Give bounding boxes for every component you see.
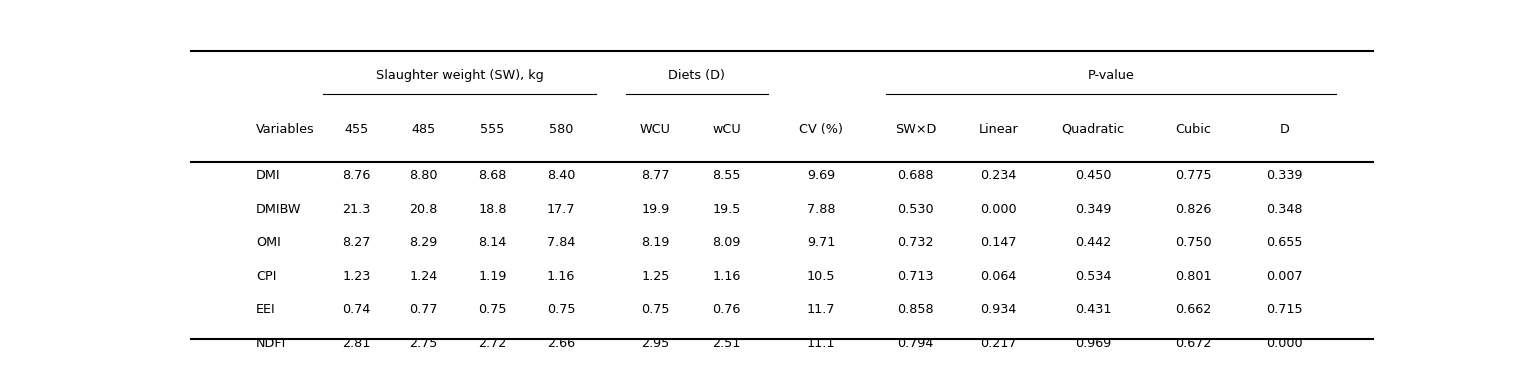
Text: 2.75: 2.75 <box>409 337 438 350</box>
Text: 8.29: 8.29 <box>409 236 438 249</box>
Text: Cubic: Cubic <box>1175 123 1212 136</box>
Text: 0.348: 0.348 <box>1267 203 1303 216</box>
Text: 8.27: 8.27 <box>342 236 371 249</box>
Text: 0.442: 0.442 <box>1074 236 1111 249</box>
Text: 8.40: 8.40 <box>546 169 575 183</box>
Text: 0.530: 0.530 <box>897 203 934 216</box>
Text: Diets (D): Diets (D) <box>668 69 725 82</box>
Text: 0.431: 0.431 <box>1074 303 1111 316</box>
Text: 18.8: 18.8 <box>478 203 507 216</box>
Text: 0.688: 0.688 <box>897 169 934 183</box>
Text: 9.69: 9.69 <box>807 169 835 183</box>
Text: 555: 555 <box>481 123 505 136</box>
Text: Quadratic: Quadratic <box>1062 123 1125 136</box>
Text: 0.750: 0.750 <box>1175 236 1212 249</box>
Text: 0.969: 0.969 <box>1074 337 1111 350</box>
Text: 0.826: 0.826 <box>1175 203 1212 216</box>
Text: 1.23: 1.23 <box>342 270 371 283</box>
Text: P-value: P-value <box>1088 69 1134 82</box>
Text: 20.8: 20.8 <box>409 203 438 216</box>
Text: 0.234: 0.234 <box>980 169 1016 183</box>
Text: 0.713: 0.713 <box>897 270 934 283</box>
Text: 0.339: 0.339 <box>1267 169 1303 183</box>
Text: WCU: WCU <box>639 123 671 136</box>
Text: Slaughter weight (SW), kg: Slaughter weight (SW), kg <box>375 69 543 82</box>
Text: 0.76: 0.76 <box>713 303 740 316</box>
Text: 0.672: 0.672 <box>1175 337 1212 350</box>
Text: 1.16: 1.16 <box>713 270 740 283</box>
Text: 0.147: 0.147 <box>980 236 1016 249</box>
Text: 10.5: 10.5 <box>807 270 835 283</box>
Text: 0.732: 0.732 <box>897 236 934 249</box>
Text: DMIBW: DMIBW <box>256 203 301 216</box>
Text: 1.25: 1.25 <box>641 270 670 283</box>
Text: 11.1: 11.1 <box>807 337 835 350</box>
Text: SW×D: SW×D <box>896 123 937 136</box>
Text: 2.72: 2.72 <box>478 337 507 350</box>
Text: 1.16: 1.16 <box>546 270 575 283</box>
Text: 2.95: 2.95 <box>641 337 670 350</box>
Text: 0.75: 0.75 <box>478 303 507 316</box>
Text: 455: 455 <box>345 123 368 136</box>
Text: 0.801: 0.801 <box>1175 270 1212 283</box>
Text: 2.81: 2.81 <box>342 337 371 350</box>
Text: 21.3: 21.3 <box>342 203 371 216</box>
Text: 8.76: 8.76 <box>342 169 371 183</box>
Text: 0.655: 0.655 <box>1267 236 1303 249</box>
Text: 0.349: 0.349 <box>1074 203 1111 216</box>
Text: 8.80: 8.80 <box>409 169 438 183</box>
Text: 0.450: 0.450 <box>1074 169 1111 183</box>
Text: 0.75: 0.75 <box>641 303 670 316</box>
Text: 1.24: 1.24 <box>409 270 438 283</box>
Text: 8.77: 8.77 <box>641 169 670 183</box>
Text: 8.68: 8.68 <box>478 169 507 183</box>
Text: D: D <box>1280 123 1289 136</box>
Text: 2.51: 2.51 <box>713 337 740 350</box>
Text: 0.794: 0.794 <box>897 337 934 350</box>
Text: 0.715: 0.715 <box>1267 303 1303 316</box>
Text: 19.9: 19.9 <box>641 203 670 216</box>
Text: OMI: OMI <box>256 236 281 249</box>
Text: CPI: CPI <box>256 270 276 283</box>
Text: 0.662: 0.662 <box>1175 303 1212 316</box>
Text: 0.934: 0.934 <box>980 303 1016 316</box>
Text: Variables: Variables <box>256 123 314 136</box>
Text: 8.09: 8.09 <box>713 236 740 249</box>
Text: EEI: EEI <box>256 303 276 316</box>
Text: 0.74: 0.74 <box>342 303 371 316</box>
Text: 2.66: 2.66 <box>546 337 575 350</box>
Text: 0.000: 0.000 <box>980 203 1016 216</box>
Text: Linear: Linear <box>978 123 1018 136</box>
Text: 0.775: 0.775 <box>1175 169 1212 183</box>
Text: 8.19: 8.19 <box>641 236 670 249</box>
Text: 0.217: 0.217 <box>980 337 1016 350</box>
Text: 0.007: 0.007 <box>1267 270 1303 283</box>
Text: 8.55: 8.55 <box>713 169 740 183</box>
Text: CV (%): CV (%) <box>800 123 842 136</box>
Text: 7.88: 7.88 <box>807 203 835 216</box>
Text: 0.77: 0.77 <box>409 303 438 316</box>
Text: 0.75: 0.75 <box>546 303 575 316</box>
Text: 485: 485 <box>412 123 436 136</box>
Text: 8.14: 8.14 <box>478 236 507 249</box>
Text: 17.7: 17.7 <box>546 203 575 216</box>
Text: 0.000: 0.000 <box>1267 337 1303 350</box>
Text: wCU: wCU <box>713 123 740 136</box>
Text: DMI: DMI <box>256 169 281 183</box>
Text: 1.19: 1.19 <box>478 270 507 283</box>
Text: 580: 580 <box>549 123 574 136</box>
Text: 0.858: 0.858 <box>897 303 934 316</box>
Text: 19.5: 19.5 <box>713 203 740 216</box>
Text: NDFI: NDFI <box>256 337 287 350</box>
Text: 0.064: 0.064 <box>980 270 1016 283</box>
Text: 7.84: 7.84 <box>546 236 575 249</box>
Text: 11.7: 11.7 <box>807 303 835 316</box>
Text: 0.534: 0.534 <box>1074 270 1111 283</box>
Text: 9.71: 9.71 <box>807 236 835 249</box>
